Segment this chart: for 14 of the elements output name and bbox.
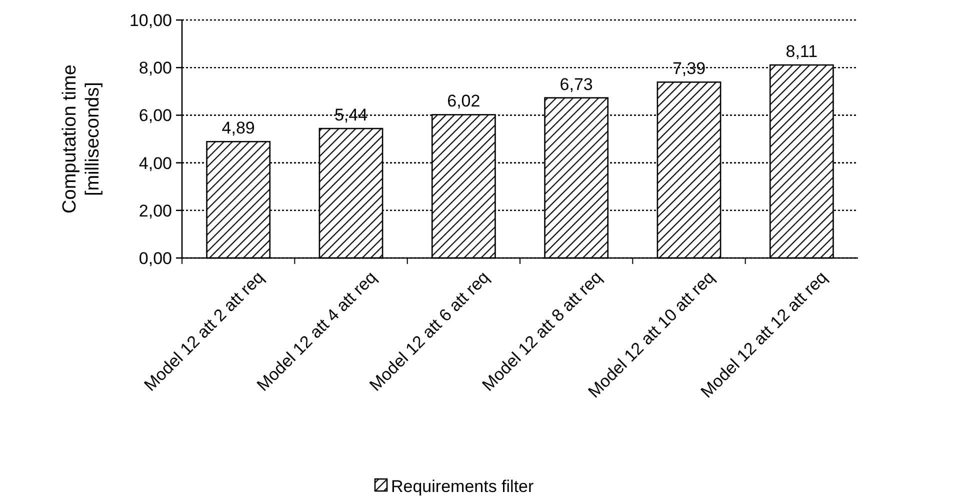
y-tick-label: 8,00 [138, 58, 172, 78]
data-label: 7,39 [672, 59, 706, 78]
y-axis-title: Computation time [milliseconds] [60, 64, 104, 214]
data-label: 6,73 [560, 74, 593, 94]
data-label: 6,02 [447, 92, 480, 111]
data-label: 8,11 [786, 42, 818, 61]
data-label: 4,89 [222, 118, 255, 138]
y-tick-label: 2,00 [138, 201, 172, 220]
y-tick-label: 0,00 [138, 248, 172, 268]
y-tick-label: 6,00 [138, 106, 172, 126]
legend-label: Requirements filter [391, 476, 534, 496]
data-label: 5,44 [334, 106, 368, 125]
y-tick-label: 4,00 [138, 154, 172, 173]
y-tick-label: 10,00 [129, 10, 172, 30]
